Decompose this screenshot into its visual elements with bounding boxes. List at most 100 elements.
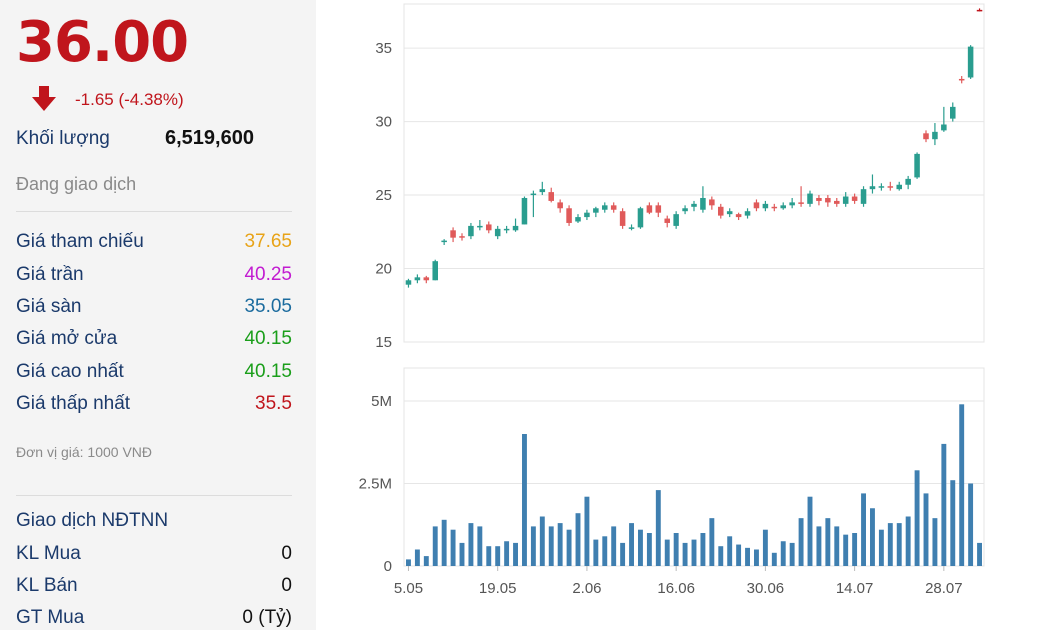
candle-body xyxy=(602,205,608,210)
volume-bar xyxy=(548,526,554,566)
price-row-label: Giá thấp nhất xyxy=(16,393,131,414)
candle-body xyxy=(744,211,751,216)
volume-bar xyxy=(825,518,831,566)
candle-body xyxy=(798,202,804,204)
price-row-value: 35.05 xyxy=(244,296,292,317)
volume-bar xyxy=(896,523,902,566)
candle-body xyxy=(468,225,474,237)
volume-bar xyxy=(539,516,545,566)
volume-tick-label: 2.5M xyxy=(359,476,392,493)
price-row-value: 40.15 xyxy=(244,361,292,382)
candle-body xyxy=(941,124,947,131)
volume-bar xyxy=(923,493,929,566)
foreign-row-buy-volume: KL Mua 0 xyxy=(16,543,292,571)
price-panel-frame xyxy=(403,3,985,343)
foreign-row-value: 0 (Tỷ) xyxy=(242,607,292,628)
price-row-reference: Giá tham chiếu 37.65 xyxy=(16,231,292,259)
price-row-floor: Giá sàn 35.05 xyxy=(16,296,292,324)
candle-body xyxy=(976,9,983,12)
divider xyxy=(16,211,292,212)
foreign-row-sell-volume: KL Bán 0 xyxy=(16,575,292,603)
volume-bar xyxy=(673,533,679,566)
foreign-row-label: KL Bán xyxy=(16,575,78,596)
candle-body xyxy=(771,206,778,209)
volume-bar xyxy=(870,508,875,566)
candle-body xyxy=(691,203,697,207)
volume-bar xyxy=(762,529,768,566)
price-row-low: Giá thấp nhất 35.5 xyxy=(16,393,292,421)
divider xyxy=(16,495,292,496)
volume-bar xyxy=(959,404,965,566)
volume-bar xyxy=(450,529,456,566)
volume-bar xyxy=(834,526,840,566)
volume-bar xyxy=(441,519,447,566)
candle-body xyxy=(530,193,537,196)
candle-body xyxy=(575,217,581,222)
candle-body xyxy=(414,277,421,281)
candle-body xyxy=(441,240,447,243)
volume-bar xyxy=(798,518,804,566)
candle-body xyxy=(825,197,831,203)
volume-bar xyxy=(932,518,938,566)
volume-bar xyxy=(423,556,429,566)
candle-body xyxy=(834,200,840,204)
volume-bar xyxy=(968,483,974,566)
volume-bar xyxy=(816,526,822,566)
volume-bar xyxy=(611,526,617,566)
candle-body xyxy=(887,186,894,188)
candle-body xyxy=(477,225,483,228)
candle-body xyxy=(486,224,492,231)
volume-bar xyxy=(771,552,777,566)
candle-body xyxy=(646,205,653,213)
volume-bar xyxy=(504,541,510,566)
volume-bar xyxy=(682,542,688,566)
foreign-title: Giao dịch NĐTNN xyxy=(16,510,292,538)
candle-body xyxy=(548,192,554,201)
candle-body xyxy=(816,197,822,201)
volume-bar xyxy=(700,533,706,566)
volume-bar xyxy=(789,542,795,566)
candle-body xyxy=(628,227,635,229)
volume-bar xyxy=(575,513,581,566)
foreign-row-value: 0 xyxy=(281,575,292,596)
foreign-title-label: Giao dịch NĐTNN xyxy=(16,510,169,531)
candle-body xyxy=(967,46,974,78)
price-row-value: 40.25 xyxy=(244,264,292,285)
x-tick-label: 19.05 xyxy=(479,580,517,597)
candle-body xyxy=(842,196,849,204)
volume-bar xyxy=(566,529,572,566)
price-change: -1.65 (-4.38%) xyxy=(75,90,184,109)
candle-body xyxy=(735,214,742,218)
last-price: 36.00 xyxy=(16,10,189,75)
volume-bar xyxy=(593,539,599,566)
volume-bar xyxy=(513,542,518,566)
candle-body xyxy=(860,189,867,204)
volume-bar xyxy=(414,549,420,566)
price-row-value: 37.65 xyxy=(244,231,292,252)
candle-body xyxy=(557,202,563,209)
candle-body xyxy=(905,178,911,185)
candle-body xyxy=(896,184,902,190)
volume-bar xyxy=(727,536,733,566)
volume-bar xyxy=(530,526,536,566)
candle-body xyxy=(807,193,813,204)
price-row-label: Giá tham chiếu xyxy=(16,231,144,252)
unit-note: Đơn vị giá: 1000 VNĐ xyxy=(16,444,153,460)
x-tick-label: 14.07 xyxy=(836,580,874,597)
volume-bar xyxy=(655,490,661,566)
candle-body xyxy=(503,228,510,231)
volume-bar xyxy=(905,516,911,566)
candle-body xyxy=(432,261,438,281)
volume-bar xyxy=(495,546,501,566)
volume-bar xyxy=(878,529,884,566)
price-row-label: Giá sàn xyxy=(16,296,82,317)
volume-bar xyxy=(852,533,858,566)
x-tick-label: 5.05 xyxy=(394,580,423,597)
candle-body xyxy=(709,199,715,206)
volume-bar xyxy=(602,536,608,566)
candle-body xyxy=(459,236,465,238)
volume-bar xyxy=(584,496,590,566)
candle-body xyxy=(494,228,501,237)
price-row-value: 35.5 xyxy=(255,393,292,414)
candle-body xyxy=(753,202,760,209)
